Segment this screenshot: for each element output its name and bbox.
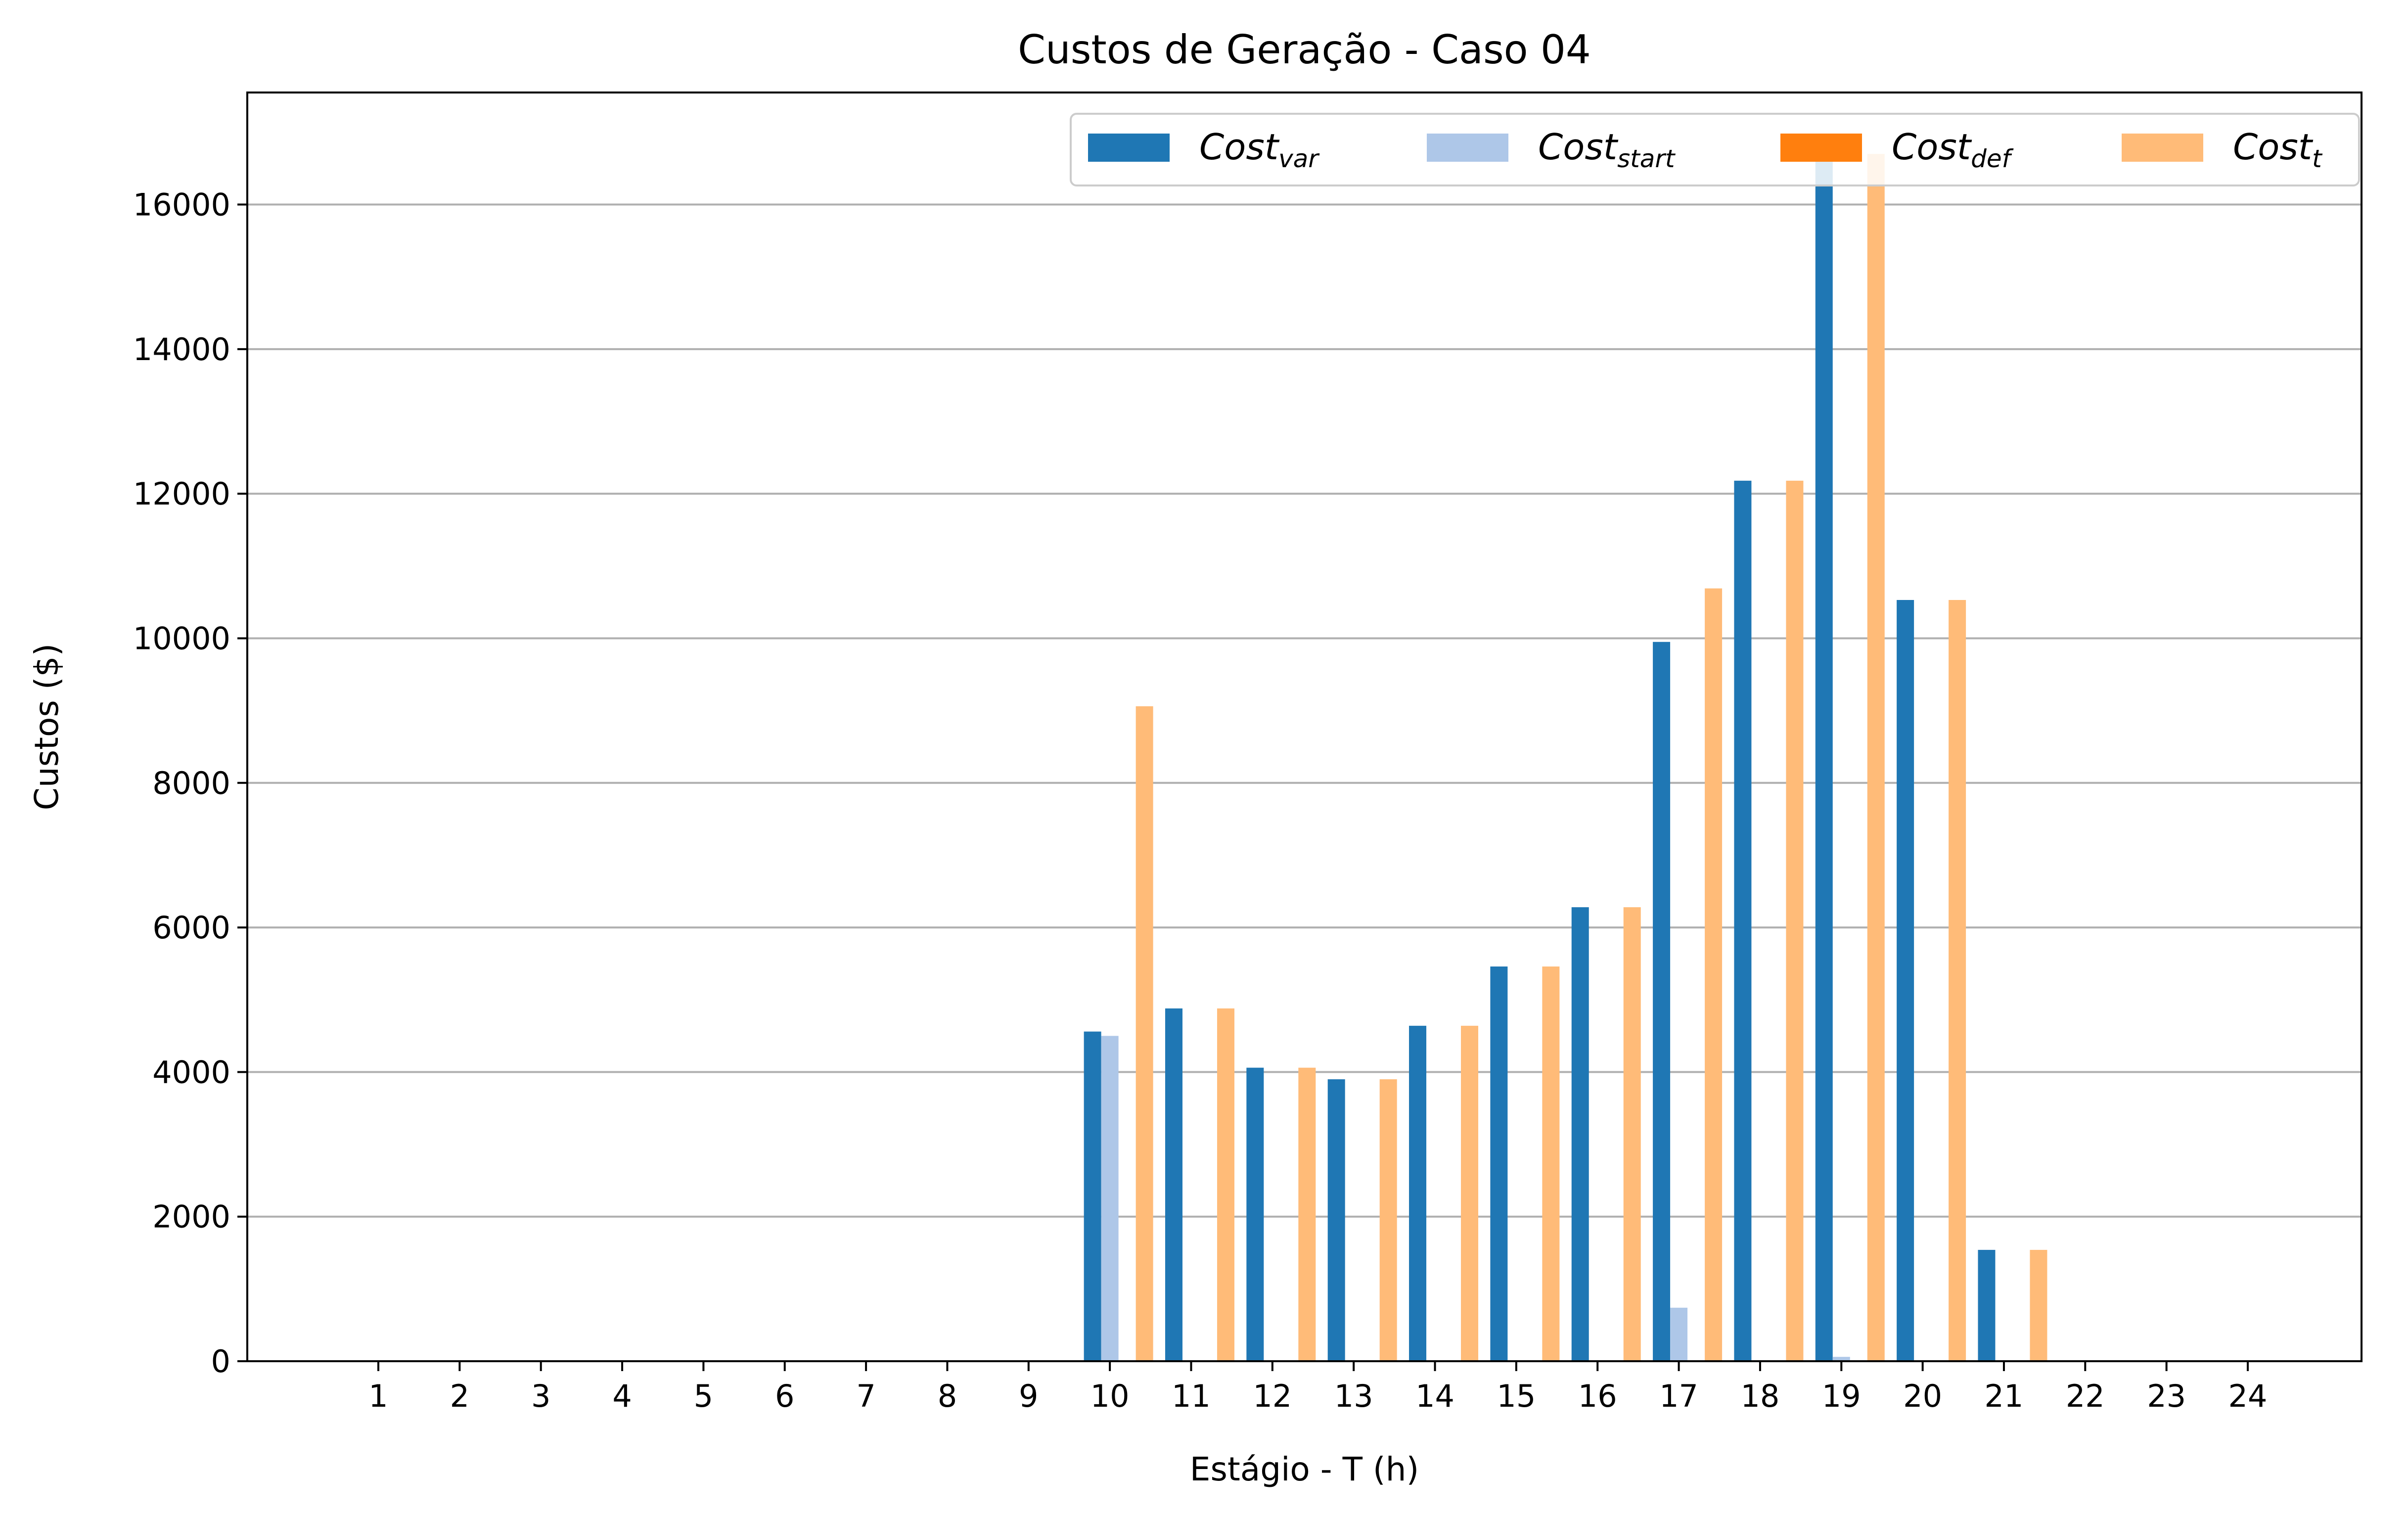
bar-t-15 (1542, 966, 1560, 1361)
bar-var-11 (1165, 1008, 1182, 1361)
x-tick-label: 5 (694, 1378, 713, 1414)
bar-t-13 (1379, 1079, 1397, 1361)
bar-start-10 (1101, 1036, 1119, 1361)
x-tick-label: 22 (2066, 1378, 2105, 1414)
bar-var-20 (1897, 600, 1914, 1361)
y-tick-label: 14000 (133, 331, 230, 368)
bars (1084, 154, 2047, 1362)
y-tick-label: 10000 (133, 620, 230, 656)
bar-t-12 (1298, 1067, 1316, 1361)
x-tick-label: 6 (775, 1378, 794, 1414)
bar-var-15 (1490, 966, 1508, 1361)
legend-swatch-var (1088, 134, 1170, 162)
bar-var-12 (1246, 1067, 1264, 1361)
bar-var-19 (1815, 161, 1833, 1361)
bar-t-16 (1623, 907, 1641, 1361)
y-tick-label: 8000 (152, 765, 230, 801)
bar-t-21 (2030, 1249, 2047, 1361)
x-tick-label: 12 (1253, 1378, 1292, 1414)
bar-t-20 (1949, 600, 1966, 1361)
y-tick-label: 0 (211, 1343, 230, 1380)
legend-entry-def: Costdef (1892, 126, 2014, 173)
bar-var-18 (1734, 480, 1752, 1361)
bar-var-14 (1409, 1025, 1427, 1361)
chart-title: Custos de Geração - Caso 04 (1018, 27, 1591, 73)
legend-entry-var: Costvar (1199, 126, 1320, 173)
x-tick-label: 14 (1415, 1378, 1454, 1414)
bar-t-11 (1217, 1008, 1234, 1361)
x-tick-label: 1 (368, 1378, 388, 1414)
bar-var-13 (1327, 1079, 1345, 1361)
legend: Costvar Coststart Costdef Costt (1070, 113, 2360, 186)
x-axis-label: Estágio - T (h) (1190, 1450, 1419, 1488)
x-tick-label: 11 (1172, 1378, 1211, 1414)
y-tick-label: 4000 (152, 1054, 230, 1090)
x-tick-label: 2 (450, 1378, 469, 1414)
bar-start-17 (1670, 1307, 1688, 1361)
legend-swatch-def (1780, 134, 1862, 162)
legend-box (1070, 113, 2360, 186)
y-tick-label: 6000 (152, 910, 230, 946)
x-tick-label: 19 (1822, 1378, 1861, 1414)
bar-var-16 (1571, 907, 1589, 1361)
bar-t-19 (1867, 154, 1885, 1362)
plot-frame (246, 92, 2363, 1362)
y-tick-label: 2000 (152, 1199, 230, 1235)
x-tick-label: 10 (1090, 1378, 1130, 1414)
legend-entry-t: Costt (2233, 126, 2323, 173)
y-axis: 0 2000 4000 6000 8000 10000 12000 14000 16000 (133, 187, 247, 1380)
x-tick-label: 16 (1578, 1378, 1617, 1414)
legend-swatch-t (2122, 134, 2203, 162)
bar-t-18 (1786, 480, 1804, 1361)
x-tick-label: 18 (1740, 1378, 1779, 1414)
bar-t-17 (1705, 588, 1723, 1361)
x-tick-label: 20 (1903, 1378, 1942, 1414)
legend-swatch-start (1427, 134, 1508, 162)
y-axis-label: Custos ($) (28, 644, 66, 810)
y-tick-label: 12000 (133, 476, 230, 512)
x-tick-label: 8 (938, 1378, 957, 1414)
x-tick-label: 13 (1334, 1378, 1373, 1414)
bar-t-14 (1461, 1025, 1479, 1361)
bar-var-21 (1978, 1249, 1996, 1361)
bar-var-17 (1653, 642, 1671, 1361)
bar-var-10 (1084, 1031, 1101, 1361)
bar-t-10 (1136, 706, 1153, 1361)
x-tick-label: 4 (612, 1378, 632, 1414)
x-tick-label: 3 (531, 1378, 550, 1414)
x-tick-label: 15 (1497, 1378, 1536, 1414)
bar-start-19 (1832, 1357, 1850, 1361)
y-tick-label: 16000 (133, 187, 230, 223)
x-tick-label: 23 (2147, 1378, 2186, 1414)
x-tick-label: 17 (1659, 1378, 1698, 1414)
legend-entry-start: Coststart (1538, 126, 1676, 173)
x-tick-label: 21 (1985, 1378, 2024, 1414)
x-axis: 1 2 3 4 5 6 7 8 9 10 11 12 13 14 15 16 17 18 19 20 21 22 23 24 (368, 1361, 2267, 1414)
x-tick-label: 24 (2228, 1378, 2268, 1414)
x-tick-label: 7 (856, 1378, 875, 1414)
x-tick-label: 9 (1019, 1378, 1038, 1414)
